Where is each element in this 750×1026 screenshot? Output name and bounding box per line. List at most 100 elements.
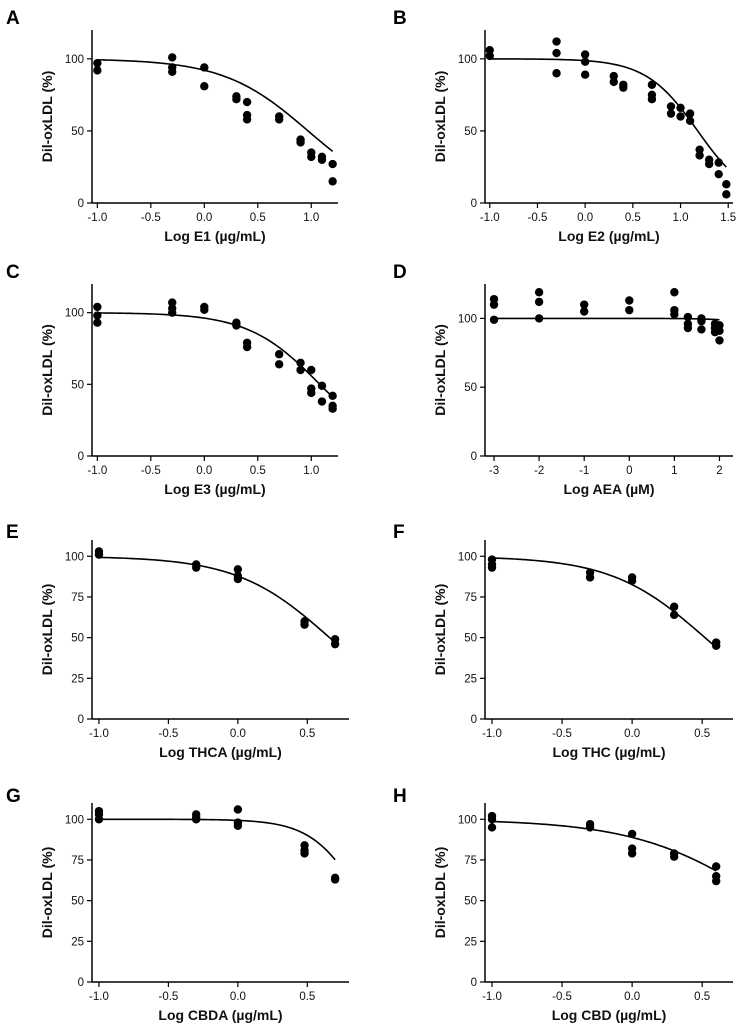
y-axis-label: Dil-oxLDL (%) (39, 71, 55, 163)
data-point (669, 852, 679, 861)
data-point (711, 862, 721, 871)
y-tick-label: 25 (71, 673, 84, 685)
y-tick-label: 75 (71, 592, 84, 604)
panel-c: C 0 50 100 -1.0 -0.5 0.0 0.5 1.0 Log E3 (µg/mL) Di… (6, 262, 338, 497)
x-tick-label: -0.5 (552, 991, 572, 1003)
y-tick-label: 25 (71, 936, 84, 948)
x-tick-label: -0.5 (158, 728, 178, 740)
y-tick-label: 50 (71, 379, 84, 391)
data-point (722, 190, 731, 199)
data-point (485, 45, 494, 55)
fit-curve (97, 312, 334, 398)
data-point (93, 66, 102, 75)
panel-letter-b: B (393, 8, 407, 29)
panel-e: E 0 25 50 75 100 -1.0 -0.5 0.0 0.5 Log THCA (µg/mL… (6, 522, 349, 760)
data-point (93, 318, 102, 327)
data-point (274, 350, 284, 359)
data-point (232, 321, 241, 330)
data-point (296, 138, 305, 147)
x-tick-label: 0.0 (624, 991, 640, 1003)
data-point (200, 63, 209, 72)
data-point (715, 336, 724, 345)
data-point (487, 815, 497, 824)
x-tick-label: 1.0 (303, 212, 319, 224)
data-point (168, 67, 177, 77)
data-point (300, 849, 309, 858)
fit-curve (491, 557, 717, 648)
data-point (168, 298, 177, 307)
x-axis-label: Log CBD (µg/mL) (552, 1007, 667, 1023)
data-point (619, 83, 628, 92)
data-point (94, 815, 104, 824)
x-axis-label: Log E2 (µg/mL) (558, 228, 659, 244)
x-tick-label: -1.0 (87, 465, 107, 477)
data-point (233, 565, 243, 574)
data-point (697, 316, 706, 326)
data-point (232, 95, 241, 104)
panel-d: D 0 50 100 -3 -2 -1 0 1 2 Log AEA (µM) Dil-oxLDL (%… (393, 262, 733, 497)
data-point (627, 829, 637, 839)
y-tick-label: 0 (471, 451, 477, 463)
x-tick-label: 1.0 (673, 212, 689, 224)
x-tick-label: 1.0 (303, 465, 319, 477)
x-tick-label: 0.0 (624, 728, 640, 740)
x-axis-label: Log E3 (µg/mL) (164, 481, 265, 497)
x-tick-label: 0.0 (230, 728, 246, 740)
y-axis-label: Dil-oxLDL (%) (39, 584, 55, 676)
data-point (711, 876, 721, 886)
x-tick-label: -1 (579, 465, 589, 477)
panel-letter-c: C (6, 262, 20, 283)
y-tick-label: 75 (71, 855, 84, 867)
data-point (585, 573, 595, 582)
y-tick-label: 100 (65, 308, 84, 320)
y-tick-label: 100 (65, 814, 84, 826)
data-point (307, 388, 316, 398)
data-point (714, 169, 723, 179)
y-tick-label: 50 (464, 382, 477, 394)
data-point (534, 288, 544, 297)
x-tick-label: 0.0 (577, 212, 593, 224)
x-tick-label: 0 (626, 465, 632, 477)
x-axis-label: Log AEA (µM) (563, 481, 654, 497)
data-point (328, 404, 337, 413)
y-tick-label: 0 (78, 451, 84, 463)
y-axis-label: Dil-oxLDL (%) (39, 324, 55, 416)
data-point (168, 53, 177, 62)
x-tick-label: -0.5 (141, 212, 161, 224)
x-tick-label: 2 (716, 465, 722, 477)
y-tick-label: 50 (464, 126, 477, 138)
x-tick-label: 1.5 (720, 212, 736, 224)
panel-letter-e: E (6, 522, 19, 543)
data-point (489, 300, 499, 309)
data-point (714, 158, 723, 167)
data-point (93, 58, 102, 68)
data-point (200, 305, 209, 314)
data-point (683, 312, 693, 322)
data-point (685, 116, 695, 126)
data-point (168, 308, 177, 317)
y-axis-label: Dil-oxLDL (%) (432, 584, 448, 676)
y-tick-label: 50 (464, 896, 477, 908)
x-axis-label: Log CBDA (µg/mL) (158, 1007, 282, 1023)
data-point (647, 95, 657, 104)
x-tick-label: -1.0 (480, 212, 500, 224)
data-point (580, 57, 590, 66)
x-tick-label: -0.5 (141, 465, 161, 477)
data-point (704, 159, 714, 169)
data-point (676, 103, 685, 113)
data-point (330, 639, 340, 649)
data-point (328, 177, 337, 186)
y-tick-label: 100 (458, 814, 477, 826)
y-tick-label: 25 (464, 673, 477, 685)
x-tick-label: -0.5 (528, 212, 548, 224)
data-point (722, 180, 731, 189)
data-point (93, 302, 102, 312)
fit-curve (98, 818, 336, 861)
data-point (233, 574, 243, 584)
data-point (666, 102, 676, 111)
x-tick-label: -3 (489, 465, 499, 477)
panel-b: B 0 50 100 -1.0 -0.5 0.0 0.5 1.0 1.5 Log E2 (µg/mL… (393, 8, 736, 244)
y-tick-label: 100 (65, 54, 84, 66)
data-point (233, 805, 243, 814)
data-point (307, 152, 316, 162)
